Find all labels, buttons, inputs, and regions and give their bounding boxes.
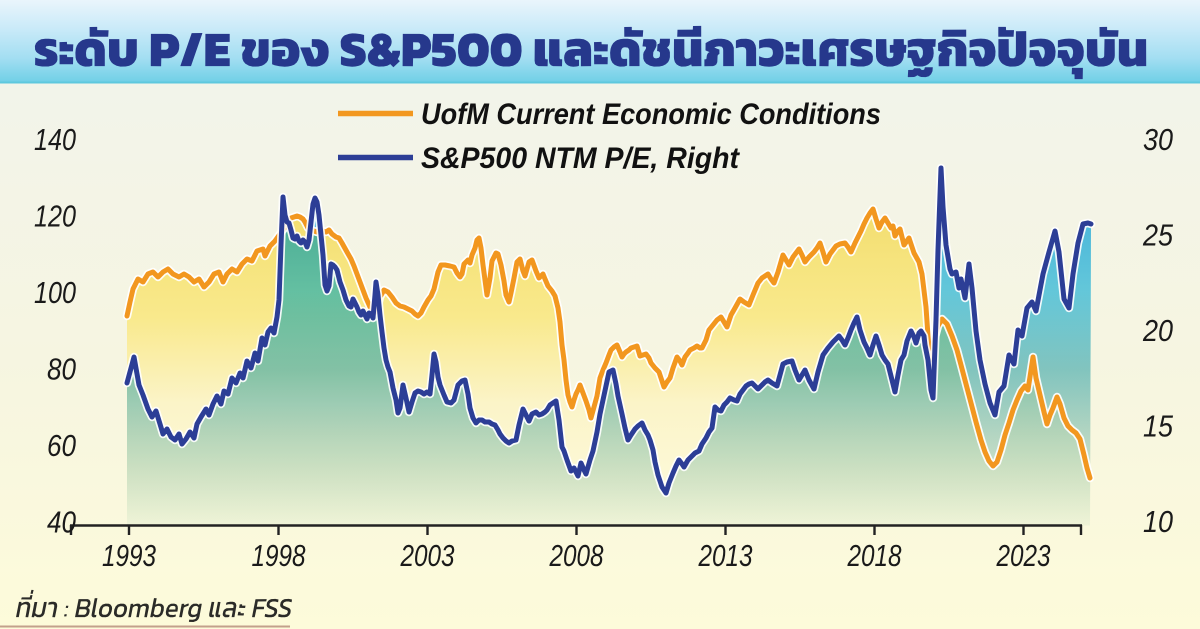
svg-text:60: 60	[47, 428, 76, 463]
svg-text:1993: 1993	[102, 538, 156, 573]
svg-text:10: 10	[1143, 504, 1173, 539]
svg-text:100: 100	[34, 275, 76, 310]
svg-text:140: 140	[34, 122, 76, 157]
svg-text:2018: 2018	[847, 538, 902, 573]
svg-text:20: 20	[1142, 313, 1173, 348]
svg-text:120: 120	[34, 199, 76, 234]
svg-text:2008: 2008	[549, 538, 604, 573]
svg-text:25: 25	[1142, 218, 1174, 253]
svg-text:30: 30	[1143, 122, 1173, 157]
svg-text:UofM Current Economic Conditio: UofM Current Economic Conditions	[421, 98, 881, 131]
svg-text:80: 80	[47, 352, 76, 387]
svg-text:2023: 2023	[996, 538, 1051, 573]
svg-text:2013: 2013	[698, 538, 753, 573]
svg-text:1998: 1998	[252, 538, 307, 573]
svg-text:40: 40	[47, 505, 76, 540]
svg-text:15: 15	[1143, 409, 1174, 444]
svg-text:2003: 2003	[400, 538, 455, 573]
svg-text:S&P500 NTM P/E, Right: S&P500 NTM P/E, Right	[421, 142, 741, 175]
